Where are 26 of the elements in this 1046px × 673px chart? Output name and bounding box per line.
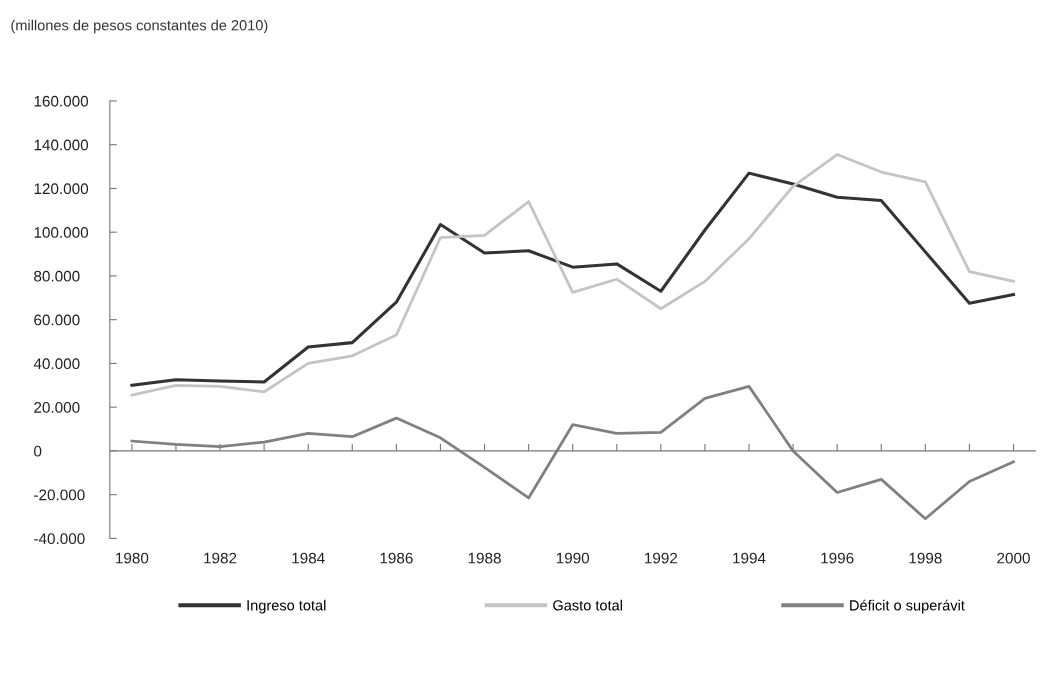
x-tick-label: 1988 bbox=[468, 552, 501, 564]
x-tick-label: 1984 bbox=[292, 552, 325, 564]
y-tick-label: 100.000 bbox=[34, 227, 89, 238]
y-tick-label: 120.000 bbox=[34, 183, 89, 195]
y-tick-label: 80.000 bbox=[34, 270, 80, 282]
y-tick-label: 40.000 bbox=[33, 358, 80, 370]
x-tick-label: 1990 bbox=[556, 552, 590, 564]
legend-label: Gasto total bbox=[553, 599, 622, 611]
chart-subtitle: (millones de pesos constantes de 2010) bbox=[11, 19, 268, 34]
x-tick-label: 1980 bbox=[116, 552, 149, 564]
x-tick-label: 1986 bbox=[380, 552, 413, 564]
y-tick-label: -40.000 bbox=[34, 533, 85, 545]
y-tick-label: 20.000 bbox=[34, 402, 80, 413]
x-tick-label: 1996 bbox=[821, 552, 854, 564]
y-tick-label: 160.000 bbox=[34, 95, 89, 107]
x-tick-label: 1994 bbox=[733, 552, 766, 564]
legend-label: Ingreso total bbox=[247, 599, 326, 614]
y-tick-label: 60.000 bbox=[34, 314, 80, 326]
x-tick-label: 1992 bbox=[645, 552, 678, 564]
y-tick-label: -20.000 bbox=[34, 489, 85, 501]
legend-label: Déficit o superávit bbox=[850, 599, 965, 614]
y-tick-label: 0 bbox=[34, 445, 42, 457]
x-tick-label: 2000 bbox=[997, 552, 1030, 564]
y-tick-label: 140.000 bbox=[34, 139, 89, 151]
x-tick-label: 1998 bbox=[909, 552, 942, 564]
x-tick-label: 1982 bbox=[204, 552, 237, 564]
